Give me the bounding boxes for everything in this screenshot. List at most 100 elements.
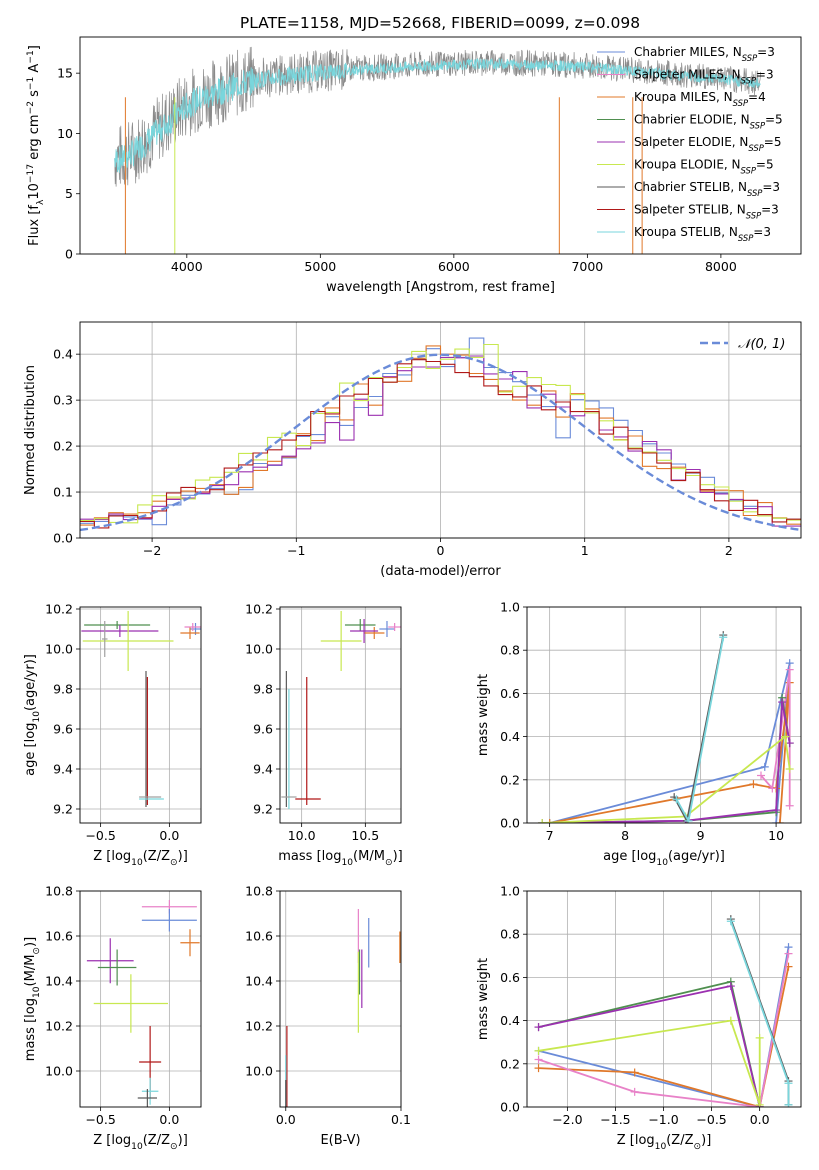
mass-vs-metallicity-plot: −0.5 0.0 10.0 10.2 10.4 10.6 10.8 Z [log10(Z/Z⊙… [23, 884, 202, 1152]
age-vs-metallicity-plot: −0.5 0.0 9.2 9.4 9.6 9.8 10.0 10.2 Z [log10(Z/Z⊙… [23, 602, 202, 868]
x-tick-label: 10.5 [351, 828, 379, 843]
y-tick-label: 10.0 [45, 1064, 73, 1079]
legend-label: Kroupa STELIB, NSSP=3 [634, 225, 771, 243]
plot-area [285, 909, 401, 1107]
y-tick-label: 0.1 [53, 485, 73, 500]
x-tick-label: −0.5 [696, 1112, 726, 1127]
residual-histogram-step [80, 345, 801, 526]
plot-area [86, 900, 200, 1107]
figure-title: PLATE=1158, MJD=52668, FIBERID=0099, z=0… [240, 14, 640, 32]
mass-weight-marker [755, 1033, 764, 1042]
normal-distribution-curve [80, 353, 801, 532]
mass-weight-marker [672, 795, 681, 804]
mass-weight-marker [545, 819, 554, 823]
x-tick-label: 0.0 [159, 828, 179, 843]
x-axis-label: Z [log10(Z/Z⊙)] [617, 1133, 712, 1152]
mass-weight-marker [785, 665, 794, 674]
mass-weight-line [542, 735, 791, 823]
y-tick-label: 10.0 [245, 642, 273, 657]
y-tick-label: 15 [57, 66, 73, 81]
residual-histogram-plot: −2 −1 0 1 2 0.0 0.1 0.2 0.3 0.4 (data-model)/error… [23, 321, 802, 579]
mass-weight-marker [760, 762, 769, 771]
y-axis-label: mass [log10(M/M⊙)] [23, 937, 42, 1061]
error-bar-point [137, 1089, 157, 1107]
y-tick-label: 0.4 [500, 729, 520, 744]
mass-weight-line [538, 980, 761, 1107]
mass-weight-marker [726, 982, 735, 991]
y-tick-label: 0.2 [53, 439, 73, 454]
y-tick-label: 10.6 [45, 929, 73, 944]
x-tick-label: −1.5 [600, 1112, 630, 1127]
plot-area [81, 611, 201, 807]
x-axis-label: age [log10(age/yr)] [603, 849, 725, 868]
error-bar-point [180, 627, 200, 639]
x-axis-label: mass [log10(M/M⊙)] [278, 849, 402, 868]
plot-area [281, 611, 401, 809]
mass-weight-line [538, 953, 790, 1107]
mass-weight-marker [534, 1064, 543, 1073]
mass-weight-marker [784, 1079, 793, 1088]
y-tick-label: 9.4 [53, 762, 73, 777]
y-tick-label: 0 [65, 247, 73, 262]
plot-area [538, 631, 794, 823]
error-bar-point [320, 611, 362, 671]
x-tick-label: −1.0 [648, 1112, 678, 1127]
mass-weight-line [538, 1019, 761, 1106]
y-tick-label: 1.0 [500, 884, 520, 899]
x-tick-label: −2.0 [552, 1112, 582, 1127]
x-tick-label: 0.0 [276, 1112, 296, 1127]
y-tick-label: 0.2 [500, 1056, 520, 1071]
y-tick-label: 0.8 [500, 927, 520, 942]
x-tick-label: −0.5 [85, 1112, 115, 1127]
plot-frame [526, 606, 802, 824]
legend-label: Chabrier STELIB, NSSP=3 [634, 180, 780, 198]
y-tick-label: 10.0 [245, 1064, 273, 1079]
x-tick-label: 8 [621, 828, 629, 843]
plot-area [534, 915, 793, 1107]
x-tick-label: −1 [287, 543, 305, 558]
y-tick-label: 10.6 [245, 929, 273, 944]
x-tick-label: 9 [697, 828, 705, 843]
mass-weight-marker [781, 732, 790, 741]
mass-weight-marker [785, 739, 794, 748]
mass-weight-marker [749, 780, 758, 789]
x-tick-label: −0.5 [85, 828, 115, 843]
weight-vs-age-plot: 7 8 9 10 0.0 0.2 0.4 0.6 0.8 1.0 age [log10(age/yr… [476, 600, 802, 868]
mass-weight-line [549, 662, 791, 823]
error-bar-point [141, 909, 197, 932]
y-tick-label: 0.0 [500, 1100, 520, 1115]
legend-label: Chabrier MILES, NSSP=3 [634, 45, 775, 63]
x-tick-label: 0 [437, 543, 445, 558]
x-axis-label: Z [log10(Z/Z⊙)] [93, 849, 188, 868]
x-tick-label: 7 [546, 828, 554, 843]
error-bar-point [82, 611, 174, 671]
x-tick-label: 0.0 [750, 1112, 770, 1127]
mass-weight-marker [785, 801, 794, 810]
mass-weight-line [549, 681, 791, 823]
error-bar-point [86, 938, 134, 984]
error-bar-point [102, 621, 108, 657]
x-axis-label: (data-model)/error [380, 564, 501, 579]
mass-weight-line [542, 696, 791, 823]
legend-label: Salpeter ELODIE, NSSP=5 [634, 135, 782, 153]
y-tick-label: 10.4 [245, 974, 273, 989]
plot-area [80, 337, 801, 532]
mass-weight-marker [684, 816, 693, 823]
y-tick-label: 9.6 [53, 722, 73, 737]
error-bar-point [93, 974, 168, 1033]
legend-label: Kroupa MILES, NSSP=4 [634, 90, 766, 108]
mass-weight-line [538, 966, 790, 1107]
mass-weight-marker [785, 765, 794, 773]
y-tick-label: 1.0 [500, 600, 520, 615]
x-tick-label: 10.0 [288, 828, 316, 843]
x-tick-label: 8000 [705, 259, 737, 274]
mass-weight-marker [726, 917, 735, 926]
y-axis-label: Normed distribution [23, 365, 38, 495]
x-axis-label: E(B-V) [320, 1133, 360, 1148]
spectrum-plot: 4000 5000 6000 7000 8000 0 5 10 15 wavelength [An… [26, 36, 802, 295]
error-bar-point [81, 625, 159, 637]
error-bar-point [350, 619, 379, 643]
mass-vs-reddening-plot: 0.0 0.1 10.0 10.2 10.4 10.6 10.8 E(B-V) [245, 884, 411, 1149]
x-tick-label: 1 [581, 543, 589, 558]
mass-weight-marker [772, 806, 781, 815]
